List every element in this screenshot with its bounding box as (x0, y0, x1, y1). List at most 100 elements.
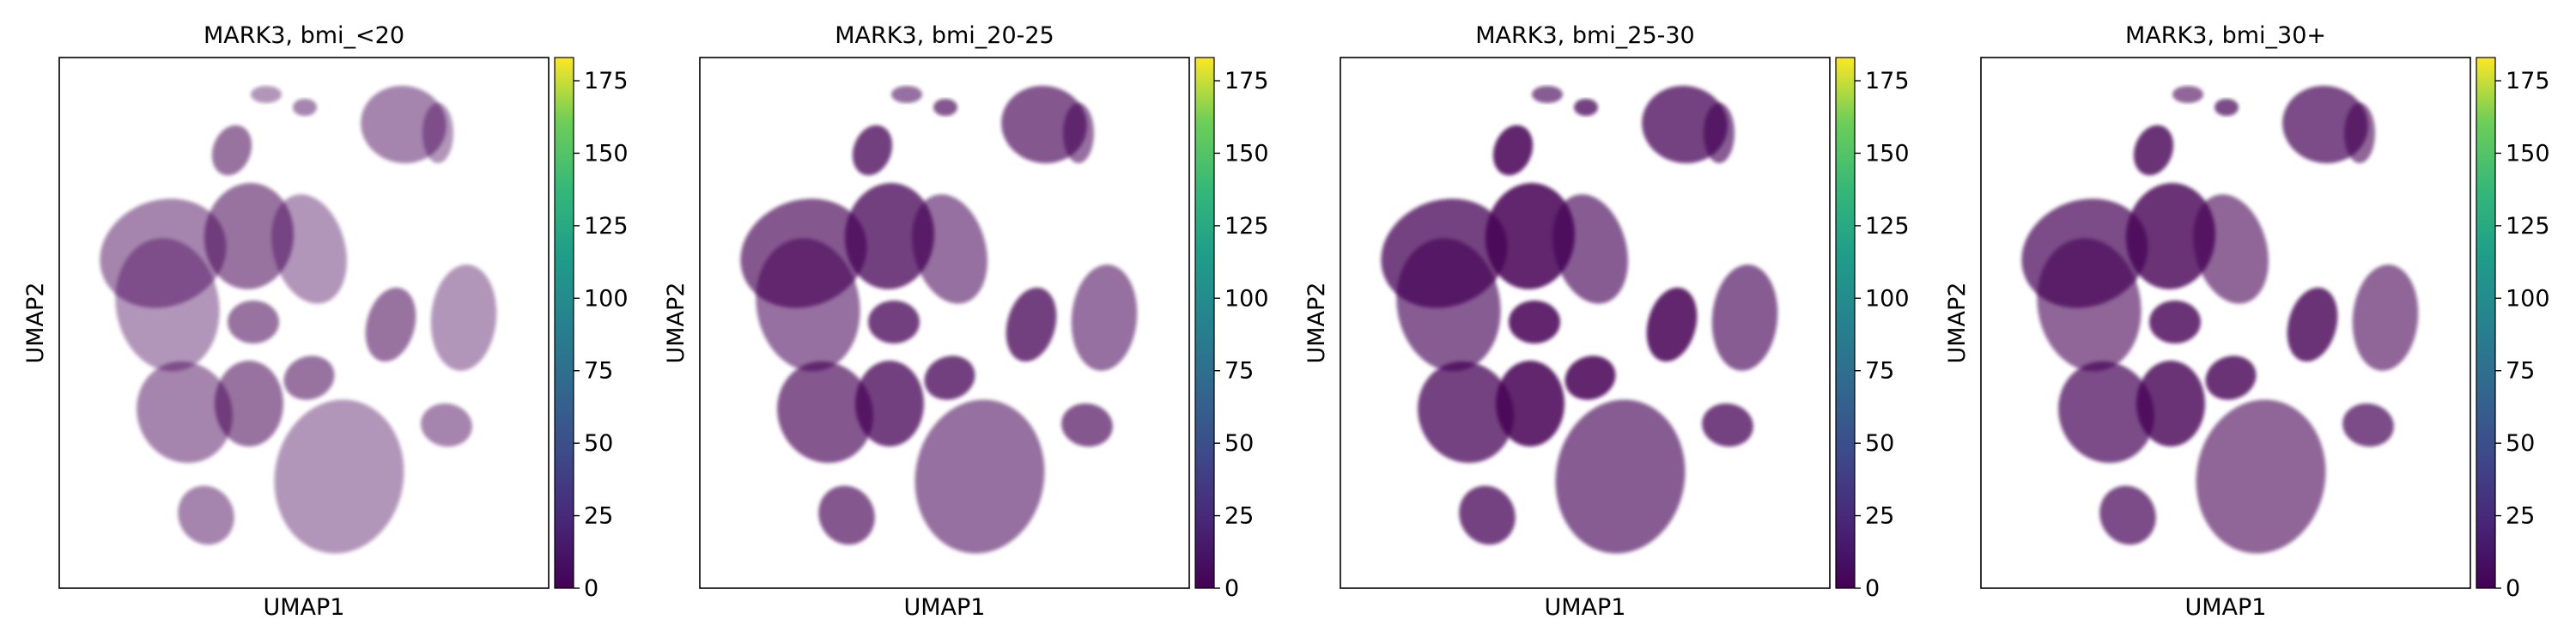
cell-cluster-8 (137, 361, 233, 464)
cell-cluster-8 (1418, 361, 1514, 464)
cell-cluster-16 (251, 86, 282, 103)
colorbar-tick-label: 0 (1865, 575, 1880, 602)
colorbar-tick-label: 150 (1865, 140, 1910, 167)
colorbar-tick-label: 0 (2506, 575, 2520, 602)
cell-cluster-10 (914, 399, 1045, 554)
cell-cluster-9 (855, 361, 924, 447)
cell-cluster-15 (2205, 355, 2257, 400)
cell-cluster-3 (204, 183, 295, 289)
colorbar-tick-label: 100 (1224, 285, 1269, 312)
cell-cluster-9 (1496, 361, 1564, 447)
colorbar-gradient (2476, 57, 2496, 589)
colorbar-tick-label: 25 (2506, 503, 2535, 530)
cell-cluster-4 (271, 194, 347, 304)
colorbar: 0 25 50 75 100 125 150 175 (1835, 57, 1910, 602)
colorbar-tick-label: 25 (584, 503, 613, 530)
cell-cluster-2 (1381, 198, 1508, 308)
cell-cluster-16 (891, 86, 922, 103)
panel-bmi-20-25: MARK3, bmi_20-25 UMAP1 UMAP2 0 25 50 75 100 1… (663, 22, 1269, 621)
cell-cluster-4 (2193, 194, 2269, 304)
cell-cluster-15 (283, 355, 335, 400)
cell-cluster-18 (228, 301, 279, 343)
x-axis-label: UMAP1 (904, 594, 986, 621)
colorbar-tick-label: 50 (1224, 430, 1254, 457)
colorbar-tick-label: 150 (584, 140, 629, 167)
colorbar-tick-label: 100 (1865, 285, 1910, 312)
umap-clusters (1381, 85, 1778, 554)
colorbar-gradient (1194, 57, 1215, 589)
colorbar-tick-label: 150 (1224, 140, 1269, 167)
colorbar-tick-label: 25 (1865, 503, 1894, 530)
y-axis-label: UMAP2 (1944, 283, 1971, 364)
umap-clusters (740, 85, 1138, 554)
panel-title: MARK3, bmi_20-25 (835, 22, 1054, 49)
plot-frame (699, 57, 1190, 589)
colorbar-gradient (554, 57, 574, 589)
colorbar-tick-label: 175 (584, 68, 629, 94)
cell-cluster-11 (1459, 485, 1516, 545)
cell-cluster-17 (293, 99, 317, 116)
cell-cluster-11 (178, 485, 234, 545)
cell-cluster-8 (777, 361, 873, 464)
y-axis-label: UMAP2 (663, 283, 690, 364)
colorbar-tick-label: 75 (2506, 358, 2535, 385)
colorbar-tick-label: 75 (1224, 358, 1254, 385)
cell-cluster-2 (740, 198, 867, 308)
cell-cluster-16 (2172, 86, 2203, 103)
colorbar-tick-label: 125 (584, 213, 629, 240)
cell-cluster-7 (430, 264, 497, 371)
colorbar-tick-label: 75 (1865, 358, 1894, 385)
cell-cluster-3 (1485, 183, 1576, 289)
colorbar-tick-label: 25 (1224, 503, 1254, 530)
cell-cluster-17 (2215, 99, 2239, 116)
cell-cluster-6 (365, 287, 416, 362)
cell-cluster-9 (215, 361, 283, 447)
umap-clusters (2021, 85, 2419, 554)
cell-cluster-12 (852, 125, 893, 176)
cell-cluster-3 (844, 183, 935, 289)
cell-cluster-14 (421, 403, 472, 447)
panel-bmi-under-20: MARK3, bmi_<20 UMAP1 UMAP2 0 25 50 75 100 125… (22, 22, 629, 621)
cell-cluster-12 (211, 125, 252, 176)
colorbar: 0 25 50 75 100 125 150 175 (1194, 57, 1269, 602)
x-axis-label: UMAP1 (2185, 594, 2267, 621)
cell-cluster-17 (1574, 99, 1598, 116)
cell-cluster-6 (1005, 287, 1057, 362)
colorbar-tick-label: 50 (584, 430, 613, 457)
cell-cluster-2 (100, 198, 227, 308)
colorbar-tick-label: 50 (1865, 430, 1894, 457)
cell-cluster-15 (924, 355, 975, 400)
plot-frame (1340, 57, 1831, 589)
colorbar-tick-label: 175 (2506, 68, 2550, 94)
colorbar-gradient (1835, 57, 1856, 589)
cell-cluster-16 (1532, 86, 1563, 103)
cell-cluster-18 (2149, 301, 2201, 343)
panel-title: MARK3, bmi_<20 (204, 22, 404, 49)
cell-cluster-7 (1071, 264, 1138, 371)
cell-cluster-17 (933, 99, 957, 116)
panel-bmi-25-30: MARK3, bmi_25-30 UMAP1 UMAP2 0 25 50 75 100 1… (1303, 22, 1910, 621)
colorbar-tick-label: 100 (584, 285, 629, 312)
cell-cluster-13 (2344, 103, 2375, 163)
cell-cluster-18 (868, 301, 920, 343)
x-axis-label: UMAP1 (264, 594, 345, 621)
plot-frame (1980, 57, 2471, 589)
cell-cluster-13 (1063, 103, 1094, 163)
cell-cluster-3 (2125, 183, 2216, 289)
cell-cluster-7 (2352, 264, 2419, 371)
cell-cluster-15 (1564, 355, 1616, 400)
y-axis-label: UMAP2 (22, 283, 49, 364)
colorbar-tick-label: 0 (1224, 575, 1239, 602)
cell-cluster-8 (2058, 361, 2154, 464)
cell-cluster-4 (1552, 194, 1628, 304)
plot-frame (58, 57, 550, 589)
colorbar-tick-label: 125 (1865, 213, 1910, 240)
cell-cluster-10 (1555, 399, 1686, 554)
panel-bmi-30-plus: MARK3, bmi_30+ UMAP1 UMAP2 0 25 50 75 100 125… (1944, 22, 2550, 621)
cell-cluster-6 (2287, 287, 2338, 362)
cell-cluster-6 (1646, 287, 1698, 362)
colorbar-tick-label: 125 (1224, 213, 1269, 240)
cell-cluster-13 (422, 103, 453, 163)
